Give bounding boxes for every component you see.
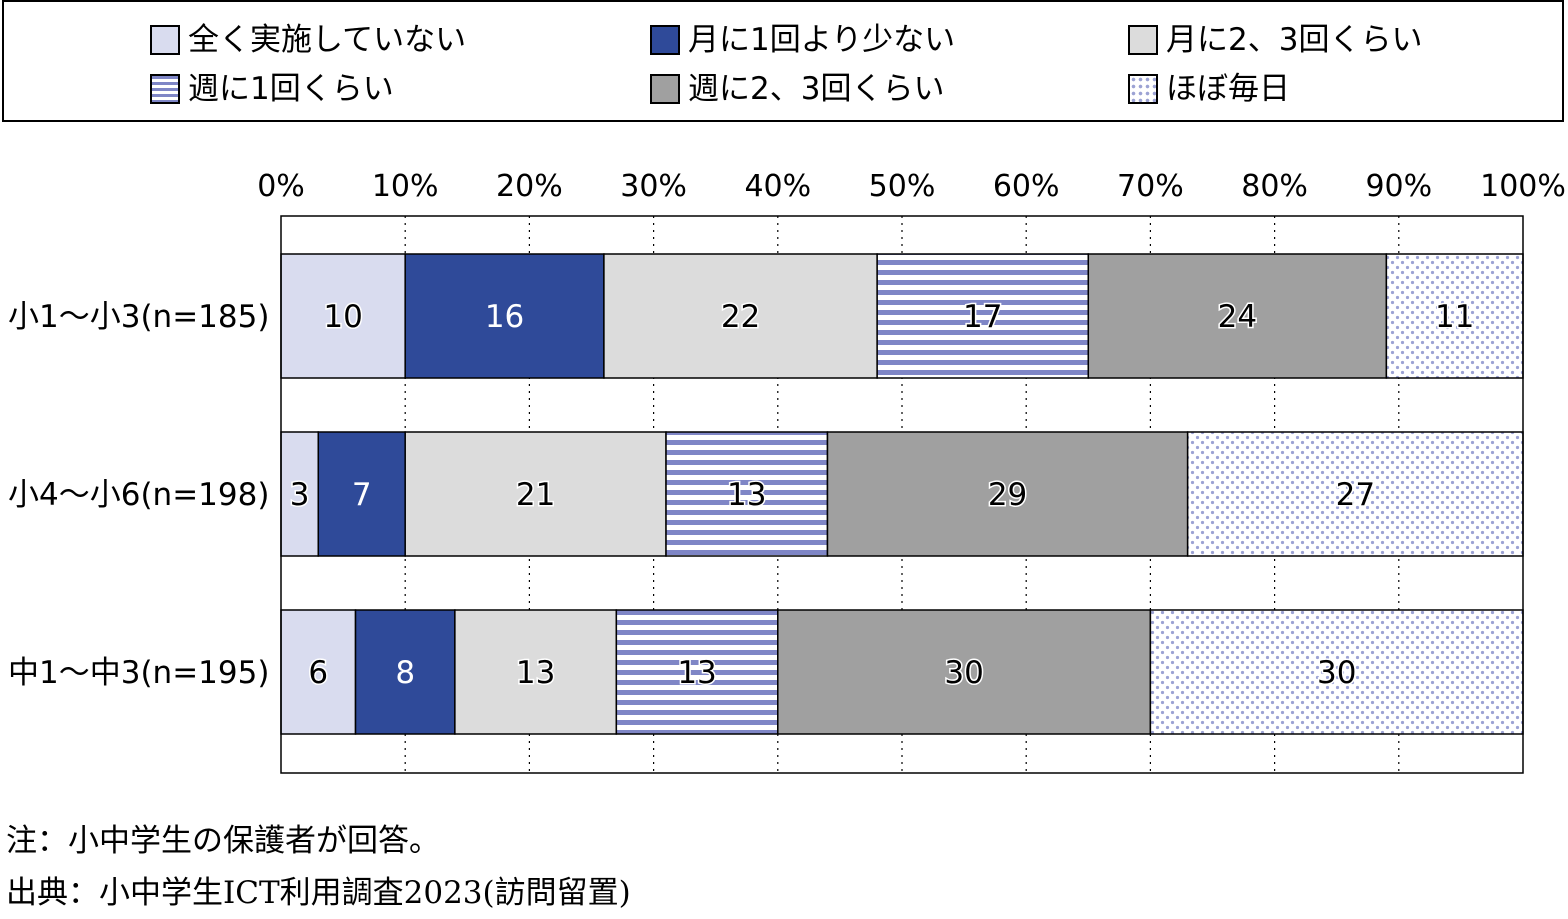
- bar-segment: [1149, 609, 1524, 735]
- data-label: 6: [308, 655, 328, 691]
- bar-segment: [603, 253, 878, 379]
- legend-label-2-3-monthly: 月に2、3回くらい: [1166, 22, 1423, 58]
- legend-label-daily: ほぼ毎日: [1166, 71, 1290, 107]
- legend-swatch-2-3-weekly: [650, 74, 680, 104]
- chart-source: 出典：小中学生ICT利用調査2023(訪問留置): [6, 875, 631, 911]
- bar-segment: [454, 609, 618, 735]
- x-tick-label: 100%: [1480, 169, 1566, 204]
- data-label: 10: [323, 299, 362, 335]
- x-tick-label: 40%: [744, 169, 811, 204]
- data-label: 3: [290, 477, 310, 513]
- bar-segment: [1385, 253, 1524, 379]
- legend-item-2-3-weekly: 週に2、3回くらい: [650, 69, 944, 109]
- legend-item-less-than-monthly: 月に1回より少ない: [650, 20, 955, 60]
- data-label: 13: [727, 477, 766, 513]
- category-label: 小1～小3(n=185): [8, 299, 269, 335]
- data-label: 24: [1218, 299, 1257, 335]
- x-tick-label: 50%: [869, 169, 936, 204]
- data-label: 13: [516, 655, 555, 691]
- bar-segment: [404, 253, 605, 379]
- x-tick-label: 0%: [257, 169, 305, 204]
- data-label: 11: [1435, 299, 1474, 335]
- x-tick-label: 90%: [1365, 169, 1432, 204]
- legend-item-daily: ほぼ毎日: [1128, 69, 1290, 109]
- data-label: 16: [485, 299, 524, 335]
- data-label: 27: [1336, 477, 1375, 513]
- x-tick-label: 60%: [993, 169, 1060, 204]
- legend-swatch-2-3-monthly: [1128, 25, 1158, 55]
- bar-segment: [826, 431, 1189, 557]
- bar-segment: [404, 431, 667, 557]
- data-label: 13: [677, 655, 716, 691]
- legend-label-2-3-weekly: 週に2、3回くらい: [688, 71, 945, 107]
- x-tick-label: 80%: [1241, 169, 1308, 204]
- legend-swatch-less-than-monthly: [650, 25, 680, 55]
- bar-segment: [280, 253, 406, 379]
- x-tick-label: 20%: [496, 169, 563, 204]
- x-tick-label: 30%: [620, 169, 687, 204]
- bar-segment: [665, 431, 829, 557]
- legend-item-2-3-monthly: 月に2、3回くらい: [1128, 20, 1422, 60]
- legend-item-weekly: 週に1回くらい: [150, 69, 394, 109]
- legend-label-never: 全く実施していない: [188, 22, 467, 58]
- legend-label-weekly: 週に1回くらい: [188, 71, 394, 107]
- legend-swatch-weekly: [150, 74, 180, 104]
- data-label: 30: [944, 655, 983, 691]
- plot-frame: [280, 215, 1524, 774]
- bar-segment: [777, 609, 1152, 735]
- legend: 全く実施していない 月に1回より少ない 月に2、3回くらい 週に1回くらい 週に…: [2, 0, 1564, 122]
- category-label: 小4～小6(n=198): [8, 477, 269, 513]
- category-label: 中1～中3(n=195): [8, 655, 269, 691]
- data-label: 29: [988, 477, 1027, 513]
- data-label: 17: [963, 299, 1002, 335]
- data-label: 21: [516, 477, 555, 513]
- bar-segment: [615, 609, 779, 735]
- legend-swatch-daily: [1128, 74, 1158, 104]
- x-tick-label: 10%: [372, 169, 439, 204]
- bar-segment: [317, 431, 406, 557]
- bar-segment: [280, 431, 320, 557]
- data-label: 8: [395, 655, 415, 691]
- legend-item-never: 全く実施していない: [150, 20, 466, 60]
- bar-segment: [354, 609, 456, 735]
- data-label: 22: [721, 299, 760, 335]
- data-label: 7: [352, 477, 372, 513]
- bar-segment: [876, 253, 1090, 379]
- chart-note: 注：小中学生の保護者が回答。: [6, 823, 440, 859]
- legend-label-less-than-monthly: 月に1回より少ない: [688, 22, 956, 58]
- data-label: 30: [1317, 655, 1356, 691]
- x-tick-label: 70%: [1117, 169, 1184, 204]
- bar-segment: [1087, 253, 1388, 379]
- legend-swatch-never: [150, 25, 180, 55]
- stacked-bar-chart: 0% 10% 20% 30% 40% 50% 60% 70% 80% 90% 100% 10 16 22 1…: [8, 169, 1566, 774]
- bar-segment: [1186, 431, 1524, 557]
